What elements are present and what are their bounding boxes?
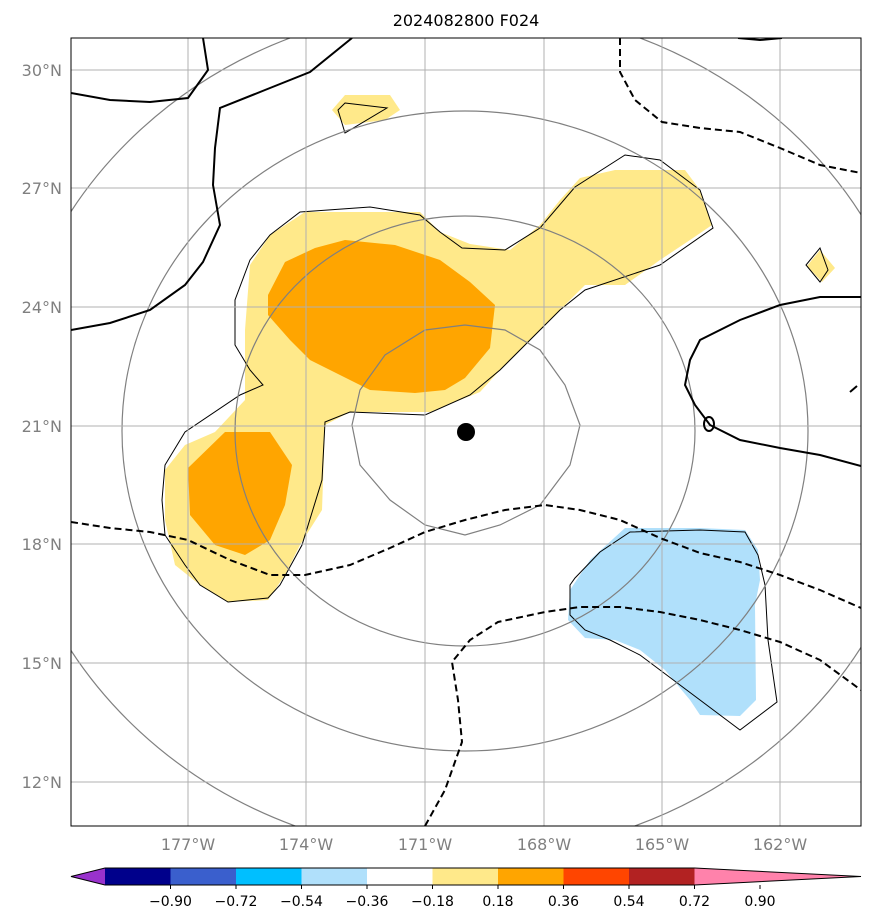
lat-label-30n: 30°N	[22, 61, 62, 80]
lon-label-168w: 168°W	[517, 835, 572, 854]
colorbar-segment	[629, 868, 695, 885]
lat-label-27n: 27°N	[22, 179, 62, 198]
colorbar-segment	[563, 868, 630, 885]
longitude-axis: 177°W 174°W 171°W 168°W 165°W 162°W	[161, 835, 808, 854]
colorbar-tick-label: −0.54	[280, 894, 323, 910]
positive-anomaly-orange-south	[188, 432, 292, 555]
colorbar-tick-label: −0.36	[346, 894, 389, 910]
solid-contours	[71, 38, 861, 467]
colorbar-tick-label: 0.18	[482, 894, 513, 910]
lat-label-24n: 24°N	[22, 298, 62, 317]
lat-label-12n: 12°N	[22, 773, 62, 792]
colorbar-tick-label: −0.90	[149, 894, 192, 910]
colorbar-tick-label: 0.72	[679, 894, 710, 910]
colorbar-segment	[170, 868, 237, 885]
dashed-contours	[71, 38, 861, 826]
colorbar-extend-low	[71, 868, 105, 885]
lon-label-162w: 162°W	[753, 835, 808, 854]
lon-label-177w: 177°W	[161, 835, 216, 854]
colorbar-extend-high	[694, 868, 861, 885]
lon-label-165w: 165°W	[635, 835, 690, 854]
map-area	[71, 38, 861, 826]
colorbar-segment	[498, 868, 564, 885]
positive-anomaly-orange-north	[268, 240, 495, 393]
colorbar: −0.90 −0.72 −0.54 −0.36 −0.18 0.18 0.36 0.54 0.7…	[70, 867, 862, 910]
lat-label-18n: 18°N	[22, 535, 62, 554]
colorbar-tick-label: 0.90	[744, 894, 775, 910]
colorbar-tick-label: −0.18	[411, 894, 454, 910]
lat-label-21n: 21°N	[22, 417, 62, 436]
lon-label-171w: 171°W	[398, 835, 453, 854]
colorbar-segment	[301, 868, 368, 885]
map-title: 2024082800 F024	[393, 11, 540, 30]
colorbar-tick-label: 0.36	[548, 894, 579, 910]
negative-anomaly-light-blue	[568, 528, 760, 716]
colorbar-segment	[367, 868, 433, 885]
colorbar-tick-label: 0.54	[613, 894, 644, 910]
lon-label-174w: 174°W	[279, 835, 334, 854]
map-frame	[70, 37, 862, 827]
storm-center-marker	[457, 423, 475, 441]
lat-label-15n: 15°N	[22, 654, 62, 673]
positive-anomaly-light-small-east	[807, 250, 835, 282]
colorbar-outline	[70, 867, 862, 886]
colorbar-segment	[236, 868, 302, 885]
colorbar-segment	[432, 868, 499, 885]
colorbar-tick-label: −0.72	[215, 894, 258, 910]
colorbar-segment	[105, 868, 171, 885]
positive-anomaly-light-small	[332, 95, 400, 125]
latitude-axis: 30°N 27°N 24°N 21°N 18°N 15°N 12°N	[22, 61, 62, 792]
thin-contours	[161, 102, 829, 731]
